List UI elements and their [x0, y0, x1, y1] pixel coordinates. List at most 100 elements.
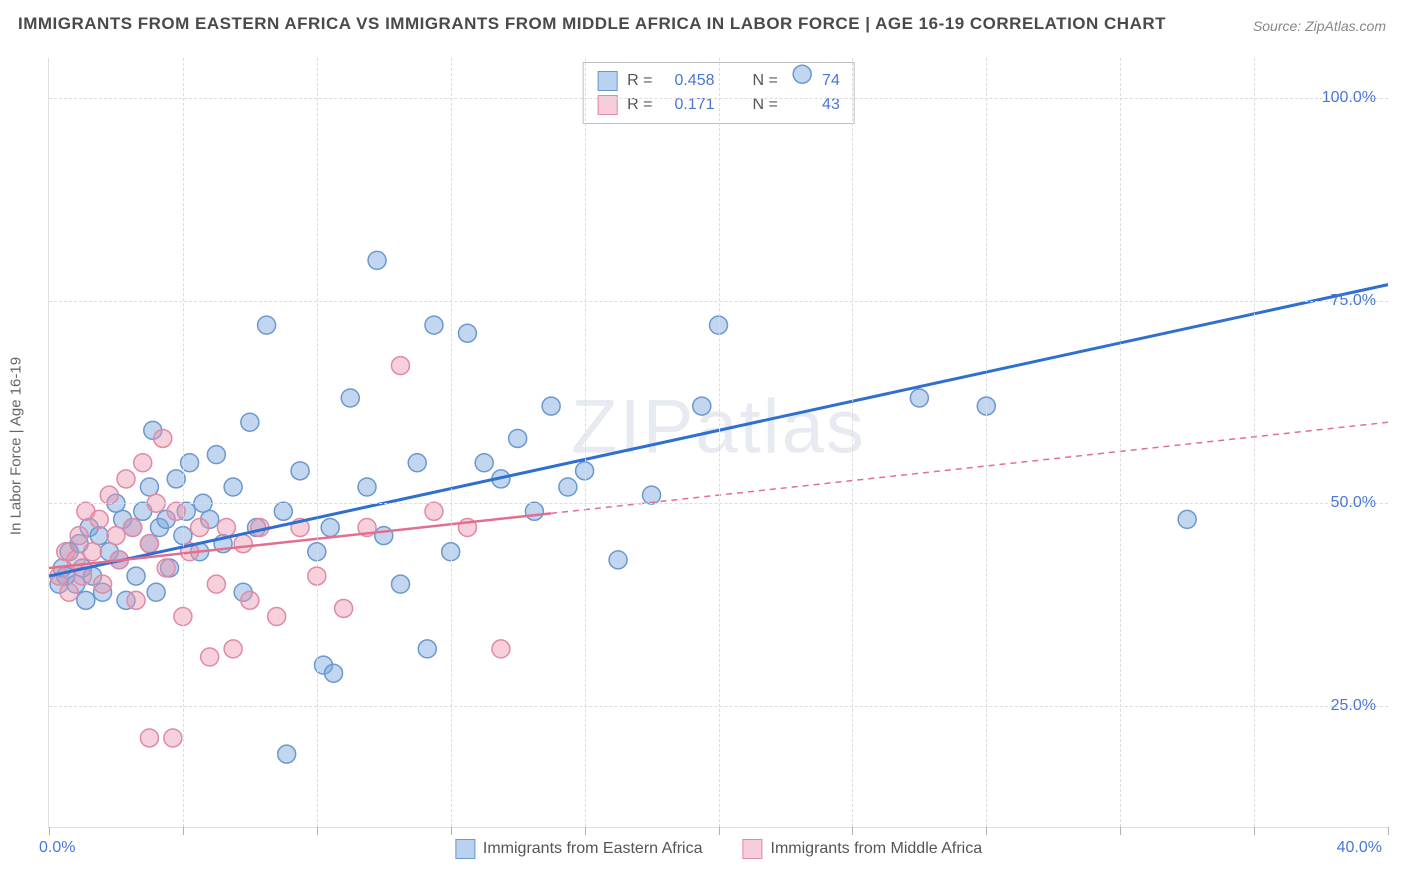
x-axis-end-label: 40.0%	[1337, 839, 1382, 857]
x-tick	[1120, 827, 1121, 835]
scatter-point-eastern	[278, 745, 296, 763]
legend-item-middle: Immigrants from Middle Africa	[743, 839, 983, 859]
y-tick-label: 100.0%	[1322, 89, 1376, 107]
scatter-point-middle	[492, 640, 510, 658]
scatter-point-eastern	[274, 502, 292, 520]
scatter-point-middle	[117, 470, 135, 488]
scatter-point-middle	[100, 486, 118, 504]
x-tick	[585, 827, 586, 835]
scatter-point-eastern	[77, 591, 95, 609]
x-tick	[317, 827, 318, 835]
legend-swatch-middle	[743, 839, 763, 859]
scatter-point-eastern	[341, 389, 359, 407]
gridline-v	[585, 58, 586, 827]
scatter-point-middle	[224, 640, 242, 658]
scatter-point-middle	[234, 535, 252, 553]
scatter-point-eastern	[207, 446, 225, 464]
scatter-point-eastern	[368, 251, 386, 269]
legend-label-eastern: Immigrants from Eastern Africa	[483, 840, 703, 858]
scatter-point-eastern	[90, 527, 108, 545]
y-tick-label: 75.0%	[1331, 292, 1376, 310]
x-tick	[719, 827, 720, 835]
scatter-point-middle	[124, 518, 142, 536]
scatter-point-eastern	[291, 462, 309, 480]
scatter-point-eastern	[375, 527, 393, 545]
x-tick	[451, 827, 452, 835]
correlation-chart: IMMIGRANTS FROM EASTERN AFRICA VS IMMIGR…	[0, 0, 1406, 892]
scatter-point-eastern	[147, 583, 165, 601]
gridline-v	[451, 58, 452, 827]
scatter-point-middle	[335, 599, 353, 617]
y-axis-label: In Labor Force | Age 16-19	[8, 357, 25, 535]
scatter-point-middle	[127, 591, 145, 609]
x-tick	[986, 827, 987, 835]
gridline-v	[317, 58, 318, 827]
scatter-point-middle	[140, 729, 158, 747]
y-tick-label: 50.0%	[1331, 494, 1376, 512]
scatter-point-middle	[241, 591, 259, 609]
legend-swatch-eastern	[455, 839, 475, 859]
scatter-point-eastern	[1178, 510, 1196, 528]
scatter-point-eastern	[258, 316, 276, 334]
gridline-v	[183, 58, 184, 827]
scatter-point-middle	[207, 575, 225, 593]
scatter-point-eastern	[408, 454, 426, 472]
x-axis-origin-label: 0.0%	[39, 839, 75, 857]
scatter-point-eastern	[910, 389, 928, 407]
x-tick	[1388, 827, 1389, 835]
scatter-point-middle	[94, 575, 112, 593]
scatter-point-middle	[201, 648, 219, 666]
scatter-point-eastern	[525, 502, 543, 520]
legend-series: Immigrants from Eastern Africa Immigrant…	[455, 839, 982, 859]
scatter-point-middle	[90, 510, 108, 528]
x-tick	[852, 827, 853, 835]
x-tick	[183, 827, 184, 835]
scatter-point-eastern	[140, 478, 158, 496]
scatter-point-middle	[134, 454, 152, 472]
gridline-v	[1254, 58, 1255, 827]
scatter-point-eastern	[127, 567, 145, 585]
scatter-point-eastern	[542, 397, 560, 415]
scatter-point-eastern	[321, 518, 339, 536]
scatter-point-eastern	[458, 324, 476, 342]
scatter-point-eastern	[643, 486, 661, 504]
y-tick-label: 25.0%	[1331, 697, 1376, 715]
legend-item-eastern: Immigrants from Eastern Africa	[455, 839, 703, 859]
scatter-point-eastern	[609, 551, 627, 569]
source-attribution: Source: ZipAtlas.com	[1253, 18, 1386, 34]
scatter-point-middle	[425, 502, 443, 520]
scatter-point-middle	[191, 518, 209, 536]
gridline-v	[719, 58, 720, 827]
scatter-point-eastern	[358, 478, 376, 496]
scatter-point-middle	[157, 559, 175, 577]
scatter-point-eastern	[559, 478, 577, 496]
legend-label-middle: Immigrants from Middle Africa	[771, 840, 983, 858]
scatter-point-eastern	[793, 65, 811, 83]
scatter-point-eastern	[475, 454, 493, 472]
scatter-point-eastern	[418, 640, 436, 658]
gridline-v	[852, 58, 853, 827]
scatter-point-eastern	[241, 413, 259, 431]
scatter-point-middle	[164, 729, 182, 747]
scatter-point-eastern	[509, 429, 527, 447]
x-tick	[49, 827, 50, 835]
plot-area: ZIPatlas R = 0.458 N = 74 R = 0.171 N = …	[48, 58, 1388, 828]
scatter-point-middle	[217, 518, 235, 536]
scatter-point-eastern	[224, 478, 242, 496]
scatter-point-middle	[107, 527, 125, 545]
scatter-point-middle	[70, 527, 88, 545]
scatter-point-eastern	[693, 397, 711, 415]
gridline-v	[986, 58, 987, 827]
scatter-point-eastern	[325, 664, 343, 682]
scatter-point-middle	[140, 535, 158, 553]
chart-title: IMMIGRANTS FROM EASTERN AFRICA VS IMMIGR…	[18, 14, 1166, 34]
scatter-point-middle	[60, 583, 78, 601]
scatter-point-middle	[391, 357, 409, 375]
gridline-v	[1120, 58, 1121, 827]
scatter-point-middle	[84, 543, 102, 561]
scatter-point-middle	[154, 429, 172, 447]
scatter-point-middle	[268, 608, 286, 626]
x-tick	[1254, 827, 1255, 835]
trendline-middle-extrapolated	[551, 422, 1388, 513]
scatter-point-eastern	[425, 316, 443, 334]
